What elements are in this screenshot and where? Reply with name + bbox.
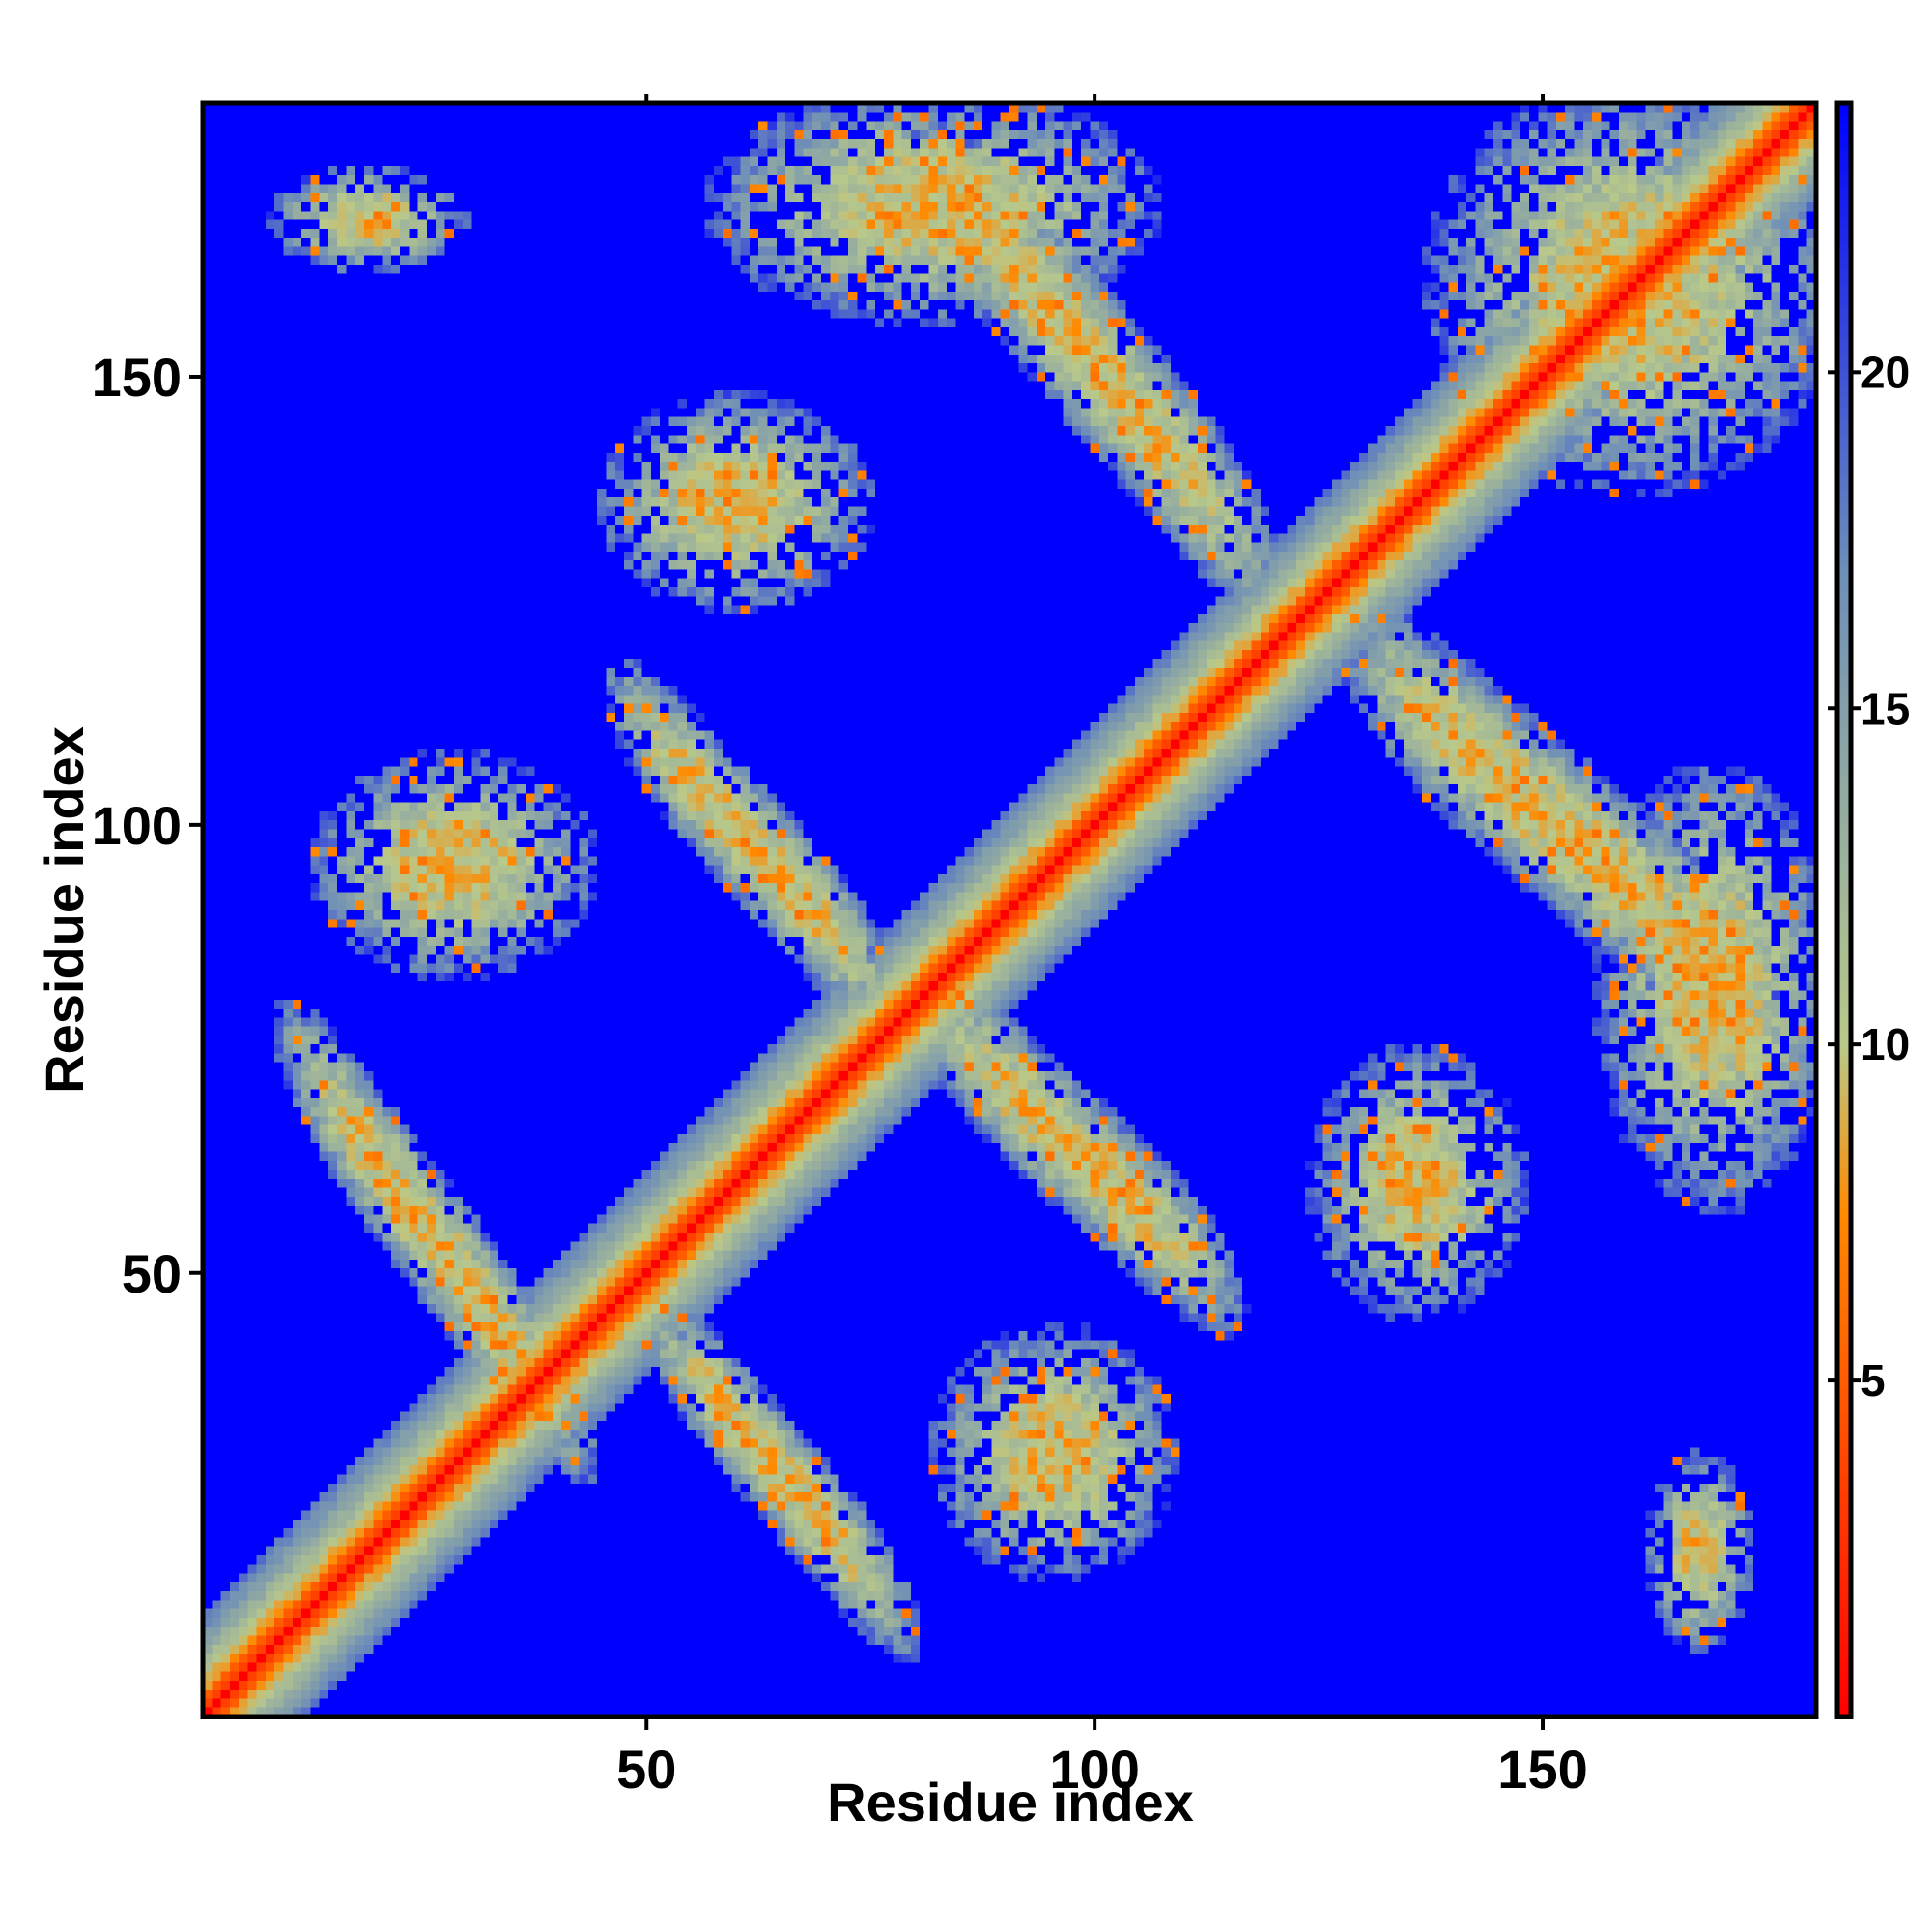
- x-tick-label: 150: [1497, 1739, 1587, 1800]
- colorbar-tick-label: 20: [1861, 347, 1910, 397]
- colorbar-frame: [1834, 100, 1854, 1719]
- y-tick-label: 100: [92, 795, 182, 856]
- x-tick-label: 50: [616, 1739, 676, 1800]
- colorbar-tick-label: 15: [1861, 683, 1910, 733]
- axes: 50 100 150 50 100 150: [92, 94, 1588, 1800]
- heatmap-cells: [203, 103, 1816, 1717]
- y-tick-label: 50: [122, 1243, 182, 1304]
- y-tick-label: 150: [92, 347, 182, 408]
- x-tick-label: 100: [1049, 1739, 1139, 1800]
- heatmap-area: [203, 103, 1816, 1717]
- plot-frame: [200, 100, 1819, 1719]
- y-axis-label: Residue index: [34, 726, 95, 1094]
- colorbar-tick-label: 10: [1861, 1019, 1910, 1069]
- colorbar-tick-label: 5: [1861, 1355, 1886, 1406]
- colorbar: 5 10 15 20: [1828, 100, 1910, 1719]
- colorbar-gradient: [1837, 103, 1851, 1717]
- x-axis-label: Residue index: [827, 1772, 1194, 1833]
